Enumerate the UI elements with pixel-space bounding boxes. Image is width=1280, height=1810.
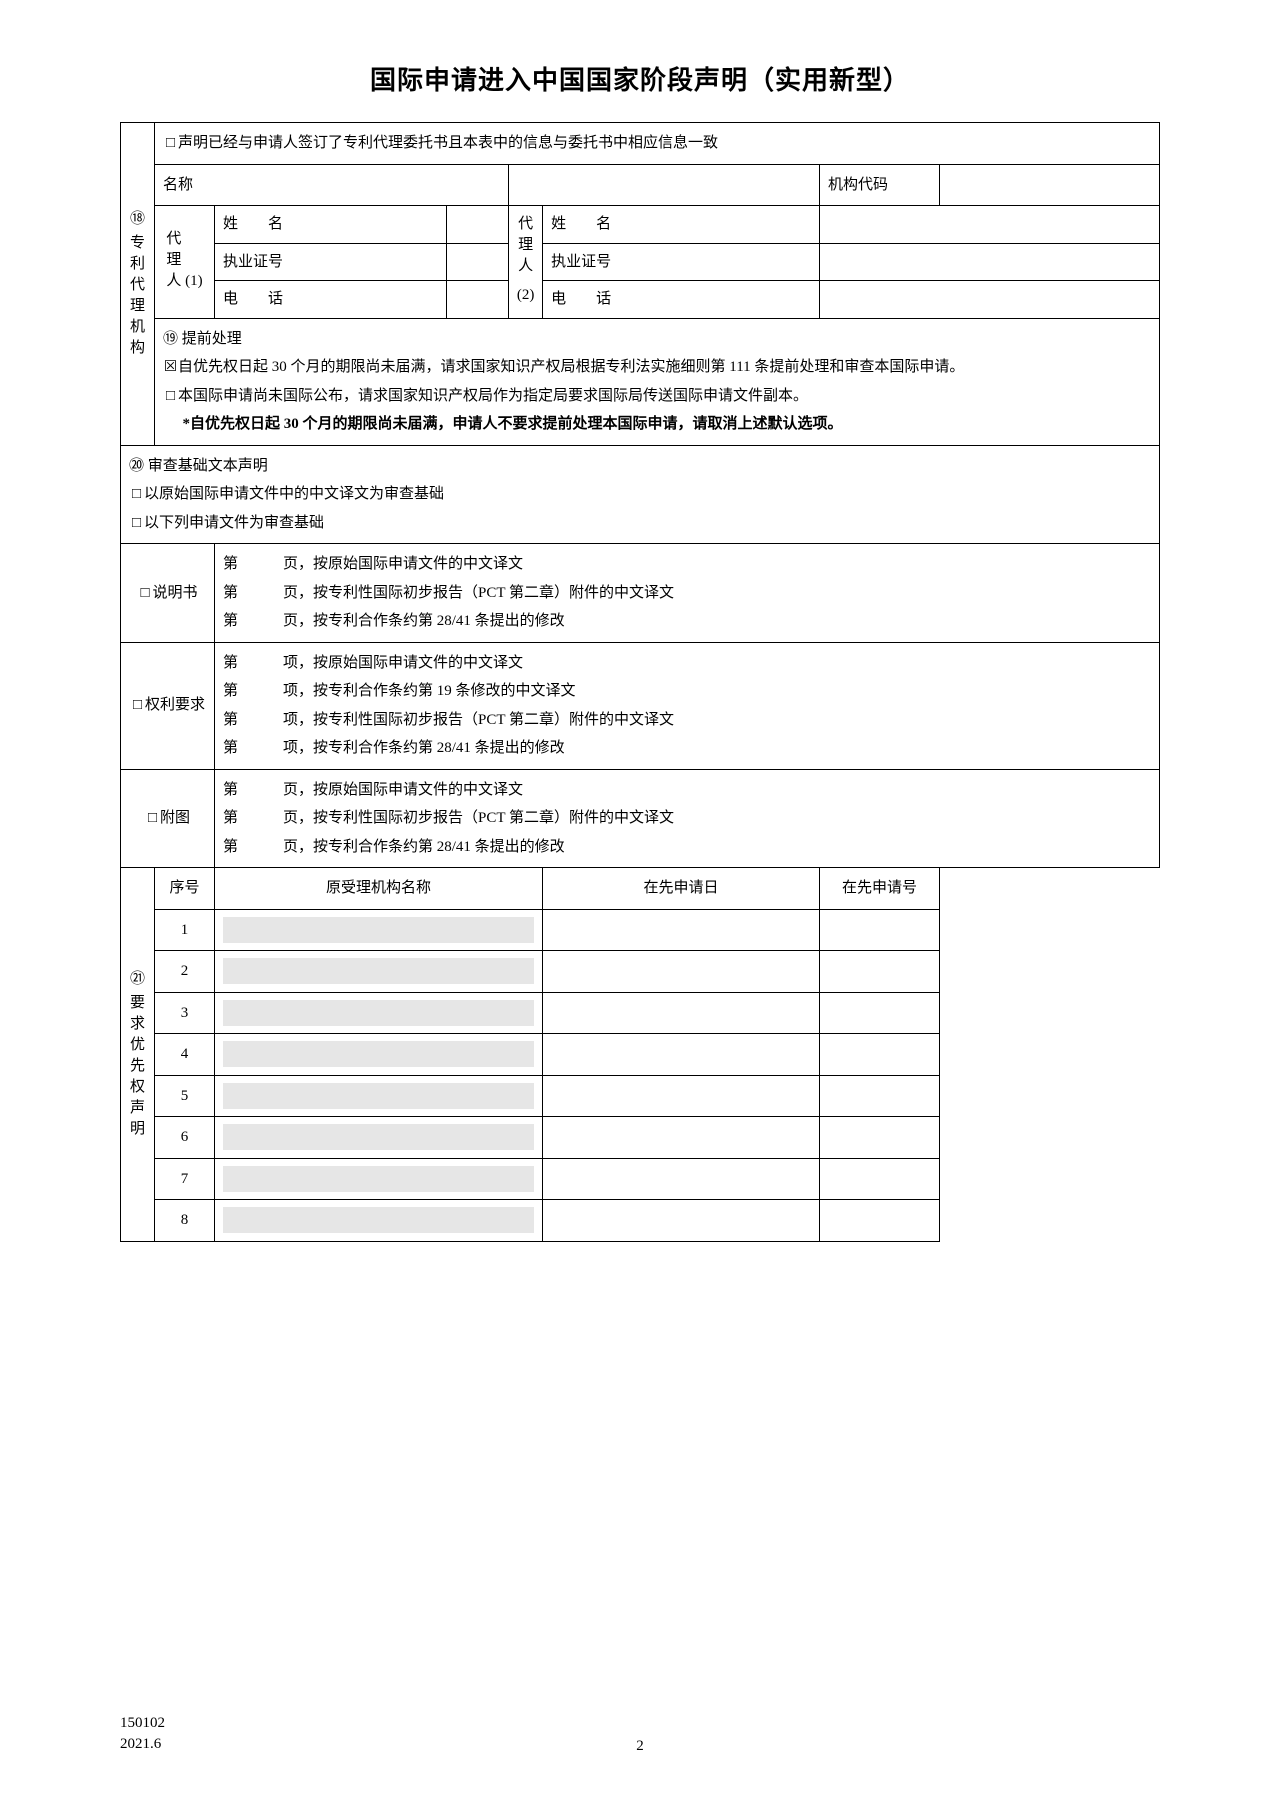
drawings-label: □附图 xyxy=(121,769,215,868)
priority-row: 4 xyxy=(121,1034,1160,1076)
page-number: 2 xyxy=(120,1738,1160,1755)
agent1-label: 代理人 (1) xyxy=(155,206,215,319)
page-title: 国际申请进入中国国家阶段声明（实用新型） xyxy=(120,60,1160,97)
drawings-rows: 第 页，按原始国际申请文件的中文译文 第 页，按专利性国际初步报告（PCT 第二… xyxy=(215,769,1160,868)
priority-header-office: 原受理机构名称 xyxy=(215,868,543,910)
priority-header-date: 在先申请日 xyxy=(543,868,820,910)
checkbox-basis-following[interactable]: □ xyxy=(129,509,144,538)
checkbox-agent-declaration[interactable]: □ xyxy=(163,129,178,158)
spec-rows: 第 页，按原始国际申请文件的中文译文 第 页，按专利性国际初步报告（PCT 第二… xyxy=(215,544,1160,643)
checkbox-claims[interactable]: □ xyxy=(130,691,145,720)
agency-code-label: 机构代码 xyxy=(820,164,940,206)
priority-row: 8 xyxy=(121,1200,1160,1242)
main-form-table: ⑱ 专利代理机构 □声明已经与申请人签订了专利代理委托书且本表中的信息与委托书中… xyxy=(120,122,1160,1242)
form-code: 150102 xyxy=(120,1715,165,1731)
agency-name-label: 名称 xyxy=(155,164,509,206)
priority-row: 1 xyxy=(121,909,1160,951)
section18-declaration: □声明已经与申请人签订了专利代理委托书且本表中的信息与委托书中相应信息一致 xyxy=(155,123,1160,165)
agent2-label: 代理人 (2) xyxy=(509,206,543,319)
priority-row: 7 xyxy=(121,1158,1160,1200)
section21-label: ㉑ 要求优先权声明 xyxy=(121,868,155,1242)
priority-row: 2 xyxy=(121,951,1160,993)
footer: 150102 2021.6 2 xyxy=(120,1738,1160,1755)
claims-rows: 第 项，按原始国际申请文件的中文译文 第 项，按专利合作条约第 19 条修改的中… xyxy=(215,642,1160,769)
checkbox-spec[interactable]: □ xyxy=(137,579,152,608)
priority-header-no: 在先申请号 xyxy=(820,868,940,910)
priority-row: 3 xyxy=(121,992,1160,1034)
claims-label: □权利要求 xyxy=(121,642,215,769)
priority-row: 6 xyxy=(121,1117,1160,1159)
checkbox-early-processing-2[interactable]: □ xyxy=(163,382,178,411)
checkbox-early-processing-1[interactable]: ☒ xyxy=(163,353,178,382)
checkbox-basis-original[interactable]: □ xyxy=(129,480,144,509)
form-date: 2021.6 xyxy=(120,1736,161,1752)
section18-label: ⑱ 专利代理机构 xyxy=(121,123,155,446)
priority-header-seq: 序号 xyxy=(155,868,215,910)
section19: ⑲ 提前处理 ☒自优先权日起 30 个月的期限尚未届满，请求国家知识产权局根据专… xyxy=(155,318,1160,445)
priority-row: 5 xyxy=(121,1075,1160,1117)
checkbox-drawings[interactable]: □ xyxy=(145,804,160,833)
spec-label: □说明书 xyxy=(121,544,215,643)
section20-heading: ⑳ 审查基础文本声明 □以原始国际申请文件中的中文译文为审查基础 □以下列申请文… xyxy=(121,445,1160,544)
